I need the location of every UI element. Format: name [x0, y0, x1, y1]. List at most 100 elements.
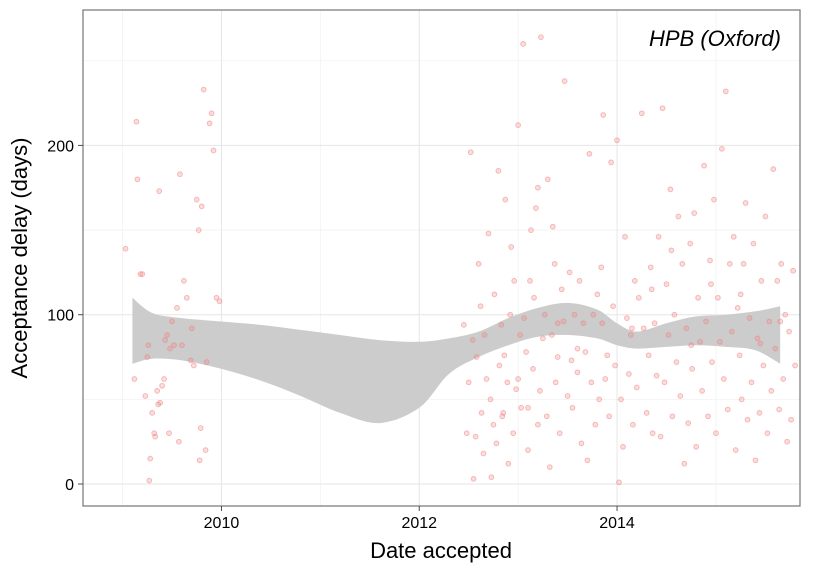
data-point [687, 240, 694, 247]
data-point [156, 188, 163, 194]
data-point [131, 376, 138, 382]
data-point [487, 396, 494, 403]
data-point [139, 271, 146, 277]
data-point [582, 349, 589, 355]
y-tick-label: 100 [47, 308, 74, 325]
data-point [648, 286, 655, 293]
data-point [527, 278, 533, 284]
data-point [518, 404, 524, 411]
data-point [631, 278, 638, 284]
data-point [202, 447, 209, 453]
data-point [638, 110, 645, 117]
data-point [688, 342, 695, 349]
data-point [598, 264, 605, 271]
data-point [574, 345, 581, 352]
data-point [693, 443, 700, 450]
data-point [566, 269, 573, 276]
data-point [167, 345, 173, 352]
data-point [145, 342, 152, 349]
data-point [610, 303, 616, 310]
data-point [592, 421, 599, 428]
data-point [580, 320, 587, 327]
data-point [574, 369, 581, 376]
annotation-label: HPB (Oxford) [649, 26, 781, 51]
data-point [530, 366, 536, 372]
y-axis-ticks: 0 100 200 [47, 138, 83, 494]
data-point [620, 443, 626, 450]
data-point [504, 379, 511, 386]
data-point [602, 376, 609, 382]
data-point [535, 421, 541, 428]
data-point [216, 298, 223, 305]
data-point [470, 476, 477, 482]
y-axis-title: Acceptance delay (days) [7, 138, 32, 379]
data-point [210, 147, 217, 154]
data-point [490, 421, 497, 428]
data-point [734, 305, 741, 311]
plot-panel-border [82, 9, 801, 507]
data-point [677, 393, 684, 399]
data-point [689, 366, 696, 372]
data-point [554, 320, 561, 327]
data-point [169, 318, 175, 325]
data-point [600, 112, 607, 118]
data-point [571, 311, 578, 318]
grid-lines [83, 10, 800, 506]
data-point [154, 388, 161, 394]
data-point [525, 447, 531, 453]
data-point [792, 362, 798, 369]
data-point [724, 406, 731, 413]
data-point [465, 379, 472, 386]
data-point [748, 379, 755, 386]
data-point [645, 352, 652, 359]
data-point [754, 335, 761, 342]
data-point [766, 318, 773, 325]
data-point [708, 281, 714, 288]
data-point [750, 240, 757, 247]
data-point [171, 342, 177, 349]
data-point [197, 425, 204, 431]
data-point [780, 376, 787, 382]
data-point [477, 303, 484, 310]
data-point [737, 291, 744, 298]
data-point [657, 433, 664, 440]
x-tick-label: 2014 [599, 515, 635, 532]
data-point [541, 311, 548, 318]
data-point [488, 474, 495, 481]
data-point [612, 362, 618, 369]
data-point [520, 41, 526, 47]
data-point [133, 118, 140, 125]
data-point [760, 362, 767, 369]
data-point [776, 406, 783, 413]
data-point [730, 233, 737, 240]
data-point [137, 271, 144, 277]
data-point [179, 342, 185, 349]
data-point [728, 328, 735, 335]
data-point [552, 379, 559, 386]
data-point [633, 384, 640, 391]
data-point [174, 305, 180, 311]
data-point [719, 145, 725, 152]
data-point [525, 404, 531, 411]
data-point [159, 382, 165, 389]
data-point [152, 433, 159, 440]
x-axis-ticks: 2010 2012 2014 [204, 506, 635, 532]
data-point [181, 278, 187, 284]
data-point [590, 311, 597, 318]
data-point [659, 105, 666, 112]
data-point [147, 455, 154, 462]
data-point [647, 264, 654, 271]
data-point [630, 421, 636, 428]
data-point [187, 357, 194, 364]
data-point [711, 196, 717, 203]
data-point [144, 354, 151, 360]
data-point [596, 396, 603, 403]
data-point [548, 332, 555, 338]
data-point [756, 410, 763, 416]
data-point [183, 294, 190, 301]
data-point [618, 396, 624, 403]
data-point [668, 247, 675, 254]
data-point [569, 404, 576, 411]
